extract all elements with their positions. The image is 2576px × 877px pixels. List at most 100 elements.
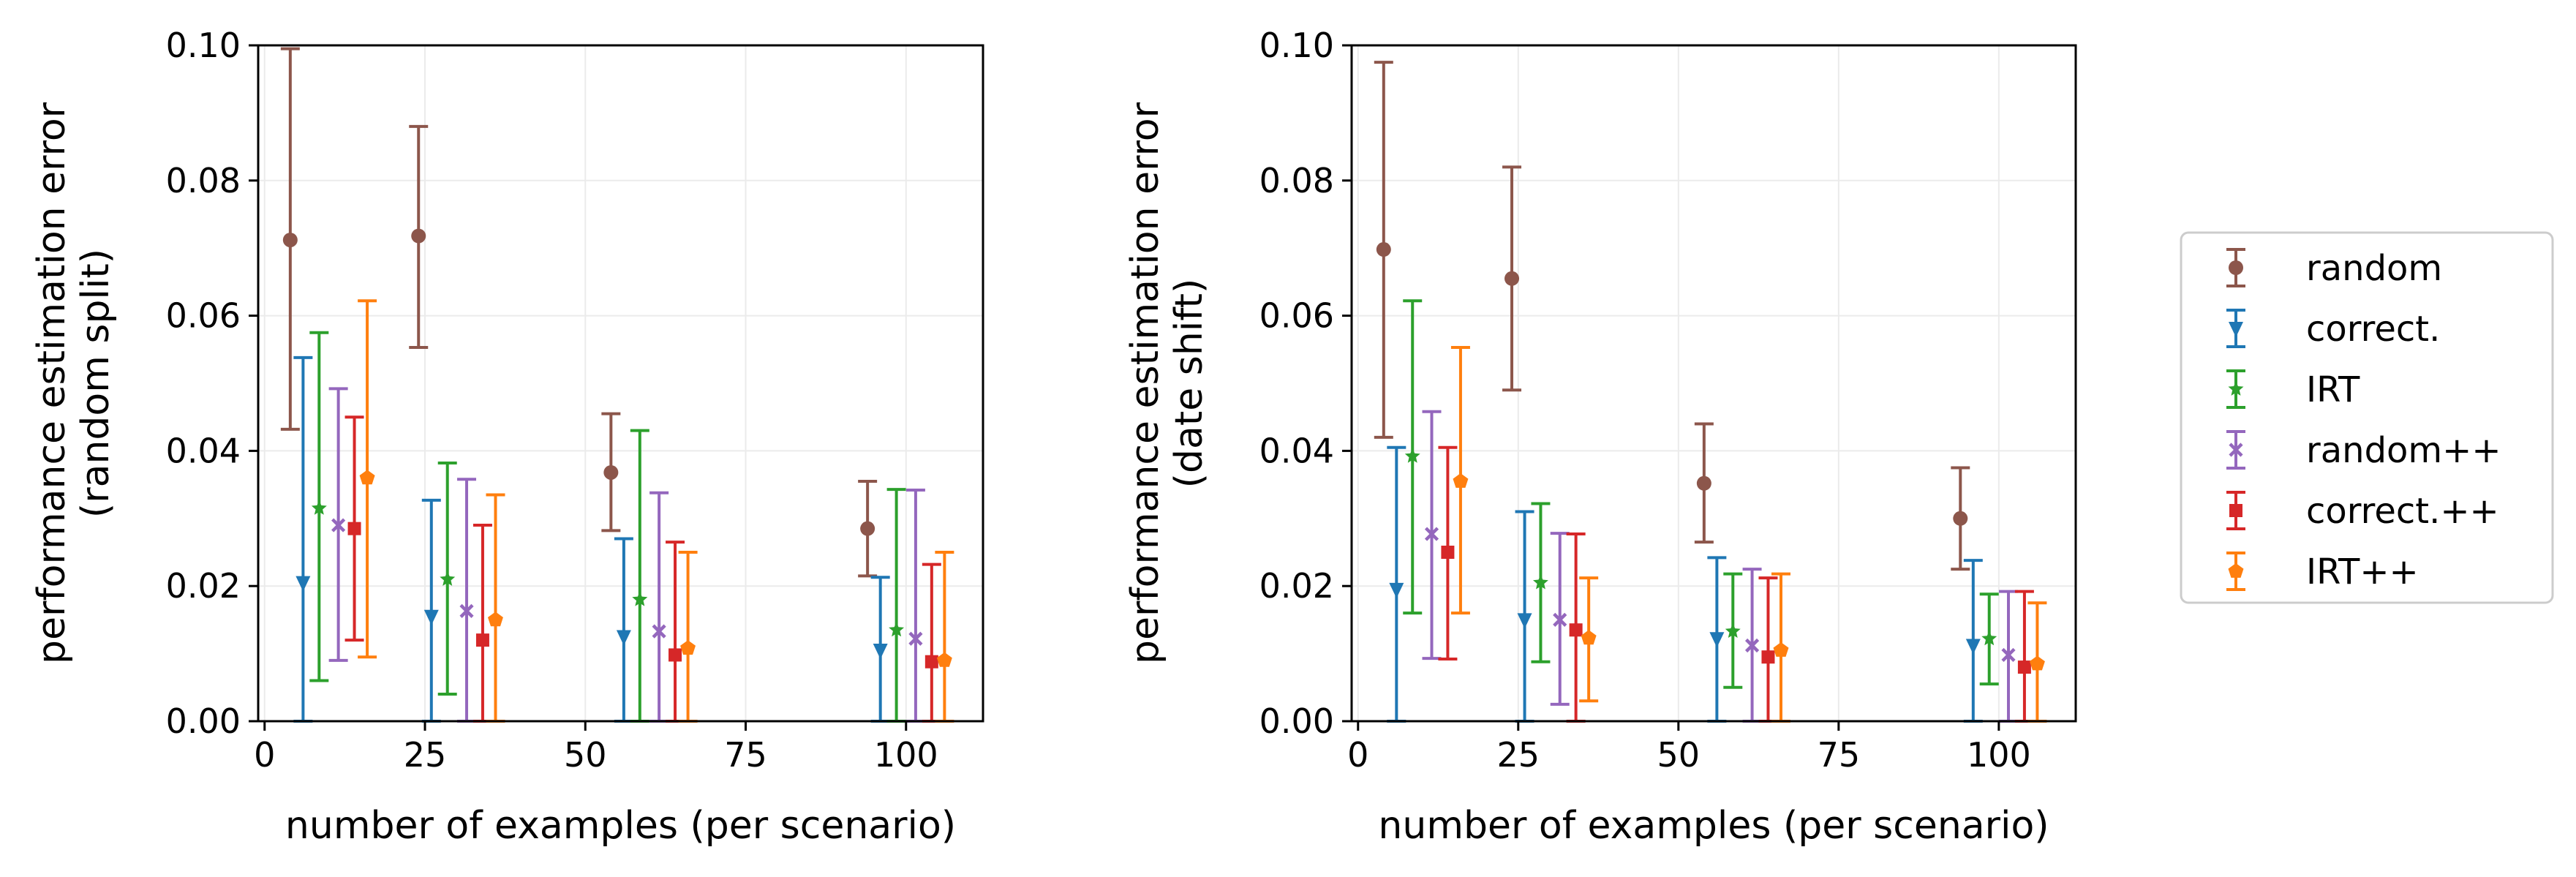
plot-frame bbox=[257, 44, 984, 723]
series-irtplusplus bbox=[1450, 346, 2047, 723]
y-tick-label: 0.00 bbox=[166, 701, 241, 741]
data-point-correct-plusplus bbox=[2017, 660, 2031, 674]
legend-marker-stroke-b bbox=[2229, 443, 2243, 457]
legend-entry-correct-plusplus: correct.++ bbox=[2226, 491, 2499, 532]
data-point-irtplusplus bbox=[936, 652, 952, 667]
y-tick-label: 0.04 bbox=[166, 431, 241, 470]
data-point-random bbox=[860, 521, 875, 536]
y-tick-label: 0.06 bbox=[1259, 296, 1334, 336]
x-tick-label: 50 bbox=[1657, 735, 1701, 775]
data-point-random bbox=[1504, 271, 1520, 286]
data-point-randomplusplus bbox=[1424, 527, 1439, 541]
data-point-correct bbox=[1709, 632, 1725, 648]
x-axis-label: number of examples (per scenario) bbox=[1378, 804, 2049, 848]
legend-entry-irt: IRT bbox=[2226, 369, 2360, 410]
y-axis-label: (date shift) bbox=[1167, 279, 1211, 489]
chart-random-split: 0 25 50 75 100 0.00 0.02 0.04 0.06 0.08 0.10 number… bbox=[30, 26, 984, 848]
x-axis-label: number of examples (per scenario) bbox=[285, 804, 956, 848]
data-point-correct-plusplus bbox=[1569, 623, 1583, 637]
legend-frame bbox=[2180, 231, 2554, 604]
data-point-random bbox=[603, 464, 619, 480]
data-point-irt bbox=[1725, 623, 1741, 638]
legend-label: random++ bbox=[2306, 430, 2501, 471]
legend-entry-irtplusplus: IRT++ bbox=[2226, 552, 2419, 592]
x-tick-label: 100 bbox=[1967, 735, 2031, 775]
series-random bbox=[280, 47, 878, 578]
data-point-irt bbox=[889, 622, 905, 637]
data-point-random bbox=[1953, 511, 1968, 526]
legend-label: IRT++ bbox=[2306, 552, 2419, 592]
legend-entry-correct: correct. bbox=[2226, 309, 2440, 350]
y-tick-label: 0.00 bbox=[1259, 701, 1334, 741]
series-randomplusplus bbox=[328, 387, 925, 723]
data-point-irtplusplus bbox=[2030, 655, 2045, 671]
data-point-randomplusplus bbox=[908, 631, 923, 646]
x-tick-label: 25 bbox=[1497, 735, 1540, 775]
legend-marker bbox=[2228, 381, 2244, 396]
plot-frame bbox=[1350, 44, 2077, 723]
data-point-randomplusplus-stroke-b bbox=[1424, 527, 1439, 541]
x-tick-label: 0 bbox=[254, 735, 275, 775]
data-point-irt bbox=[1404, 448, 1420, 463]
data-point-irt bbox=[632, 591, 648, 606]
data-point-correct-plusplus bbox=[475, 633, 489, 647]
data-point-randomplusplus bbox=[2001, 647, 2016, 663]
y-tick-label: 0.08 bbox=[1259, 161, 1334, 200]
series-correct-plusplus bbox=[344, 415, 941, 723]
y-tick-label: 0.02 bbox=[166, 566, 241, 606]
legend-marker bbox=[2229, 504, 2242, 517]
data-point-randomplusplus-stroke-b bbox=[459, 603, 474, 618]
data-point-randomplusplus bbox=[1744, 638, 1760, 653]
data-point-random bbox=[1376, 242, 1391, 257]
series-random bbox=[1374, 61, 1970, 571]
data-point-randomplusplus-stroke-b bbox=[2001, 647, 2016, 663]
x-tick-label: 75 bbox=[1818, 735, 1861, 775]
data-point-correct bbox=[423, 609, 439, 625]
data-point-correct bbox=[616, 630, 631, 646]
legend-entry-randomplusplus: random++ bbox=[2226, 430, 2501, 471]
data-point-randomplusplus bbox=[459, 603, 474, 618]
legend-marker bbox=[2228, 563, 2244, 578]
y-axis-label: (random split) bbox=[74, 249, 118, 518]
data-point-irt bbox=[440, 571, 456, 586]
data-point-randomplusplus bbox=[331, 518, 346, 532]
data-point-correct bbox=[873, 643, 888, 659]
x-tick-label: 50 bbox=[564, 735, 607, 775]
data-point-randomplusplus bbox=[652, 624, 666, 639]
data-point-irtplusplus bbox=[1453, 473, 1469, 488]
data-point-randomplusplus-stroke-b bbox=[331, 518, 346, 532]
y-tick-label: 0.08 bbox=[166, 161, 241, 200]
data-point-irt bbox=[311, 500, 327, 515]
y-tick-label: 0.06 bbox=[166, 296, 241, 336]
data-point-correct bbox=[1517, 613, 1532, 629]
data-point-randomplusplus-stroke-b bbox=[908, 631, 923, 646]
series-randomplusplus bbox=[1422, 410, 2019, 723]
y-axis-label: performance estimation error bbox=[30, 102, 74, 664]
y-tick-label: 0.10 bbox=[166, 26, 241, 65]
data-point-irtplusplus bbox=[359, 470, 375, 485]
legend: random correct. IRT random++ correct.++ IRT++ bbox=[2180, 231, 2554, 604]
data-point-correct-plusplus bbox=[1441, 546, 1455, 559]
y-tick-label: 0.02 bbox=[1259, 566, 1334, 606]
data-point-random bbox=[1696, 475, 1711, 491]
data-point-correct bbox=[1965, 639, 1981, 655]
x-tick-label: 0 bbox=[1347, 735, 1368, 775]
x-tick-label: 100 bbox=[874, 735, 938, 775]
legend-marker bbox=[2229, 443, 2243, 457]
data-point-correct-plusplus bbox=[924, 655, 938, 669]
data-point-randomplusplus bbox=[1553, 612, 1567, 627]
legend-marker bbox=[2229, 322, 2243, 337]
data-point-correct bbox=[295, 576, 311, 592]
series-irt bbox=[1403, 299, 1999, 689]
series-irt bbox=[309, 331, 906, 723]
data-point-random bbox=[282, 233, 298, 248]
data-point-irt bbox=[1981, 631, 1997, 646]
chart-date-shift: 0 25 50 75 100 0.00 0.02 0.04 0.06 0.08 0.10 number… bbox=[1123, 26, 2077, 848]
legend-label: random bbox=[2306, 248, 2442, 289]
legend-entry-random: random bbox=[2226, 248, 2442, 289]
data-point-irtplusplus bbox=[1773, 642, 1789, 657]
data-point-randomplusplus-stroke-b bbox=[1744, 638, 1760, 653]
legend-label: correct.++ bbox=[2306, 491, 2499, 532]
data-point-irtplusplus bbox=[488, 611, 503, 627]
